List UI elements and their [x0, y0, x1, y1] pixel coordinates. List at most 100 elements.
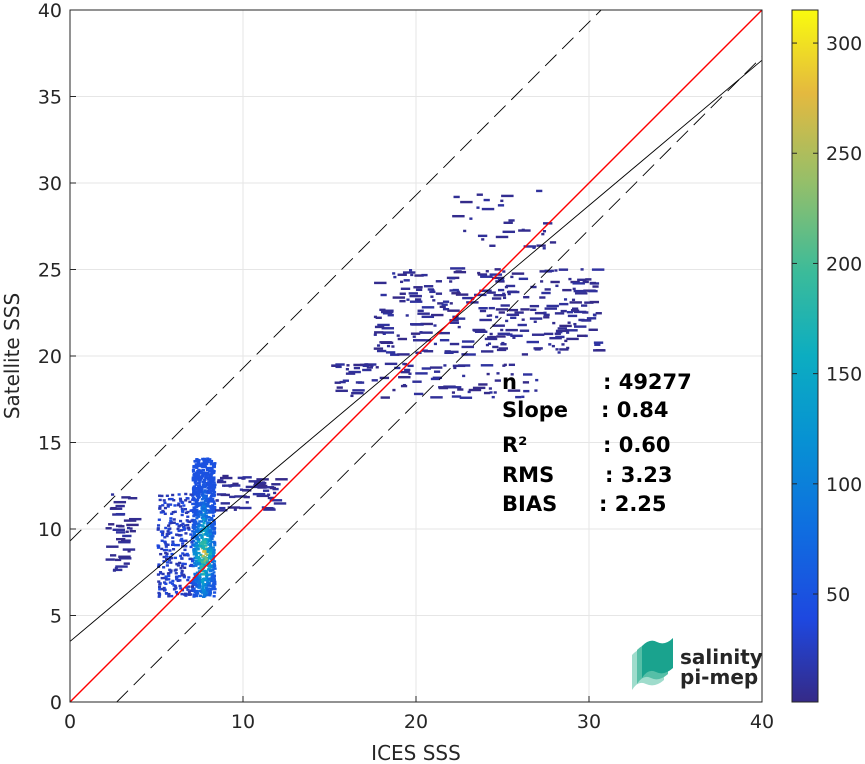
heatmap-cell: [158, 506, 162, 510]
heatmap-cell: [197, 567, 201, 570]
heatmap-cell: [400, 370, 410, 374]
heatmap-cell: [168, 568, 172, 572]
heatmap-cell: [209, 555, 213, 558]
heatmap-cell: [200, 559, 204, 562]
heatmap-cell: [186, 520, 190, 523]
heatmap-cell: [257, 486, 267, 489]
heatmap-cell: [160, 533, 165, 537]
heatmap-cell: [173, 556, 178, 560]
heatmap-cell: [209, 505, 213, 508]
heatmap-cell: [209, 500, 213, 503]
heatmap-cell: [335, 365, 342, 369]
heatmap-cell: [197, 540, 201, 544]
heatmap-cell: [191, 494, 195, 497]
heatmap-cell: [191, 510, 195, 514]
colorbar-tick-label: 50: [826, 584, 850, 606]
heatmap-cell: [196, 498, 200, 502]
heatmap-cell: [194, 479, 198, 482]
heatmap-cell: [174, 586, 178, 590]
heatmap-cell: [261, 506, 265, 509]
heatmap-cell: [196, 458, 200, 462]
heatmap-cell: [183, 507, 188, 511]
heatmap-cell: [105, 527, 112, 530]
heatmap-cell: [202, 457, 207, 461]
heatmap-cell: [186, 554, 190, 557]
heatmap-cell: [194, 545, 198, 548]
axis-ticks: 0 10 20 30 40 0 5 10 15 20 25 30 35 40: [38, 0, 774, 733]
heatmap-cell: [209, 573, 213, 576]
heatmap-cell: [115, 512, 126, 516]
salinity-pi-mep-logo: salinity pi-mep: [632, 638, 763, 690]
heatmap-cell: [212, 476, 216, 479]
heatmap-cell: [350, 394, 354, 398]
heatmap-cell: [371, 379, 378, 382]
heatmap-cell: [159, 530, 163, 533]
heatmap-cell: [391, 345, 395, 348]
heatmap-cell: [197, 570, 201, 573]
heatmap-cell: [184, 586, 188, 589]
heatmap-cell: [435, 280, 443, 283]
heatmap-cell: [195, 585, 199, 588]
heatmap-cell: [158, 494, 162, 497]
heatmap-cell: [400, 280, 404, 284]
heatmap-cell: [201, 582, 205, 586]
heatmap-cell: [165, 561, 170, 564]
heatmap-cell: [189, 545, 193, 549]
heatmap-cell: [486, 314, 490, 317]
heatmap-cell: [115, 531, 126, 534]
heatmap-cell: [207, 547, 212, 551]
heatmap-cell: [496, 348, 507, 352]
heatmap-cell: [201, 457, 205, 461]
heatmap-cell: [182, 504, 186, 507]
heatmap-cell: [192, 593, 196, 596]
heatmap-cell: [408, 269, 413, 272]
heatmap-cell: [187, 576, 191, 579]
heatmap-cell: [211, 511, 215, 514]
heatmap-cell: [174, 590, 178, 594]
heatmap-cell: [210, 472, 214, 475]
heatmap-cell: [491, 395, 495, 399]
heatmap-cell: [466, 301, 479, 304]
heatmap-cell: [203, 489, 207, 492]
heatmap-cell: [474, 293, 487, 297]
heatmap-cell: [184, 553, 188, 556]
heatmap-cell: [204, 557, 208, 561]
heatmap-cell: [170, 512, 174, 516]
heatmap-cell: [212, 465, 216, 469]
heatmap-cell: [206, 540, 210, 544]
heatmap-cell: [373, 315, 378, 319]
heatmap-cell: [204, 552, 208, 555]
heatmap-cell: [180, 571, 184, 575]
heatmap-cell: [184, 539, 188, 542]
heatmap-cell: [197, 578, 201, 582]
heatmap-cell: [209, 496, 213, 499]
heatmap-cell: [498, 311, 505, 314]
heatmap-cell: [222, 484, 226, 487]
heatmap-cell: [183, 592, 188, 596]
heatmap-cell: [523, 295, 530, 299]
heatmap-cell: [176, 564, 180, 567]
heatmap-cell: [206, 528, 210, 532]
heatmap-cell: [192, 549, 196, 553]
heatmap-cell: [211, 535, 215, 538]
heatmap-cell: [191, 530, 195, 533]
heatmap-cell: [477, 234, 488, 238]
heatmap-cell: [203, 464, 207, 468]
heatmap-cell: [462, 374, 466, 378]
heatmap-cell: [175, 522, 179, 526]
heatmap-cell: [489, 314, 493, 317]
heatmap-cell: [210, 523, 214, 526]
heatmap-cell: [345, 372, 356, 375]
heatmap-cell: [204, 528, 208, 531]
heatmap-cell: [129, 529, 136, 533]
heatmap-cell: [205, 468, 210, 472]
heatmap-cell: [201, 483, 206, 487]
heatmap-cell: [125, 530, 129, 533]
heatmap-cell: [205, 531, 209, 534]
y-tick-label: 35: [38, 87, 62, 109]
heatmap-cell: [163, 536, 167, 539]
heatmap-cell: [165, 592, 169, 595]
heatmap-cell: [456, 290, 460, 294]
heatmap-cell: [413, 286, 423, 289]
heatmap-cell: [171, 493, 175, 497]
